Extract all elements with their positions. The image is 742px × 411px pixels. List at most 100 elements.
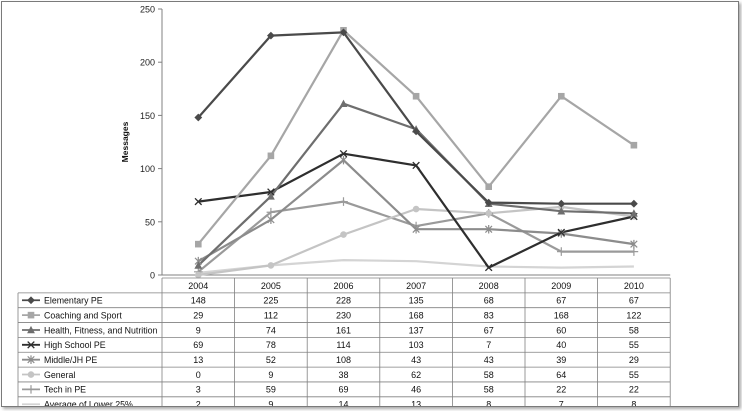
- data-value-label: 29: [193, 310, 203, 320]
- data-value-label: 55: [629, 340, 639, 350]
- legend-entry-label: Tech in PE: [44, 385, 86, 395]
- data-point-marker: [267, 262, 275, 269]
- data-point-marker: [412, 205, 420, 213]
- data-value-label: 13: [193, 355, 203, 365]
- data-point-marker: [267, 152, 275, 160]
- series-line: [197, 31, 634, 205]
- data-value-label: 112: [264, 310, 278, 320]
- data-value-label: 108: [336, 355, 351, 365]
- data-value-label: 69: [193, 340, 203, 350]
- data-point-marker: [484, 198, 493, 207]
- x-category-label: 2009: [551, 281, 571, 291]
- data-point-marker: [27, 371, 35, 378]
- data-point-marker: [340, 231, 347, 238]
- data-point-marker: [630, 209, 638, 217]
- data-point-marker: [557, 229, 566, 238]
- data-value-label: 67: [556, 296, 566, 306]
- legend-entry-label: Average of Lower 25%: [44, 400, 133, 406]
- data-value-label: 225: [263, 296, 278, 306]
- data-value-label: 228: [336, 296, 351, 306]
- data-value-label: 83: [484, 310, 494, 320]
- data-value-label: 7: [559, 400, 564, 406]
- x-category-label: 2005: [261, 281, 281, 291]
- data-point-marker: [194, 113, 203, 122]
- data-point-marker: [27, 296, 35, 305]
- data-point-marker: [27, 325, 35, 334]
- data-value-label: 60: [556, 325, 566, 335]
- data-value-label: 29: [629, 355, 639, 365]
- line-chart: 0 50 100 150 200 250 Messages 2004 2005 2006 2007 2…: [17, 5, 671, 411]
- y-tick-label: 50: [145, 217, 155, 227]
- data-point-marker: [485, 183, 492, 190]
- data-value-label: 64: [556, 370, 566, 380]
- data-point-marker: [267, 215, 275, 224]
- data-value-label: 69: [338, 385, 348, 395]
- data-point-marker: [267, 192, 275, 200]
- data-point-marker: [412, 161, 420, 170]
- legend-entry-label: Coaching and Sport: [44, 310, 122, 320]
- data-value-label: 68: [484, 296, 494, 306]
- data-value-label: 9: [268, 370, 273, 380]
- legend-entry-label: Health, Fitness, and Nutrition: [44, 325, 158, 335]
- legend-entry-label: High School PE: [44, 340, 106, 350]
- y-tick-label: 200: [140, 58, 155, 68]
- data-point-marker: [339, 155, 348, 165]
- x-category-label: 2006: [333, 281, 353, 291]
- data-point-marker: [267, 31, 275, 40]
- data-value-label: 67: [629, 296, 639, 306]
- data-value-label: 62: [411, 370, 421, 380]
- data-value-label: 38: [338, 370, 348, 380]
- data-value-label: 43: [411, 355, 421, 365]
- legend-entry-label: Elementary PE: [44, 296, 103, 306]
- data-value-label: 3: [196, 385, 201, 395]
- data-value-label: 148: [191, 296, 206, 306]
- data-point-marker: [267, 188, 275, 196]
- legend-entry-label: Middle/JH PE: [44, 355, 97, 365]
- data-point-marker: [558, 92, 565, 100]
- data-value-label: 78: [266, 340, 276, 350]
- data-point-marker: [27, 355, 35, 364]
- data-value-label: 43: [484, 355, 494, 365]
- x-category-label: 2004: [188, 281, 208, 291]
- data-point-marker: [557, 247, 566, 256]
- data-point-marker: [195, 240, 202, 248]
- data-value-label: 122: [626, 310, 641, 320]
- data-point-marker: [557, 228, 566, 237]
- data-point-marker: [630, 199, 638, 208]
- data-value-label: 46: [411, 385, 421, 395]
- data-value-label: 135: [409, 296, 424, 306]
- data-point-marker: [266, 207, 276, 217]
- y-tick-label: 150: [140, 111, 155, 121]
- data-point-marker: [195, 271, 202, 279]
- y-axis-title: Messages: [120, 121, 130, 162]
- data-value-label: 168: [554, 310, 569, 320]
- data-point-marker: [339, 28, 348, 37]
- data-point-marker: [194, 261, 203, 269]
- data-point-marker: [339, 149, 348, 158]
- data-point-marker: [339, 99, 348, 107]
- data-point-marker: [339, 197, 348, 206]
- data-value-label: 9: [196, 325, 201, 335]
- data-point-marker: [412, 92, 420, 100]
- data-value-label: 74: [266, 325, 276, 335]
- data-point-marker: [412, 224, 420, 234]
- x-category-label: 2010: [624, 281, 644, 291]
- data-value-label: 52: [266, 355, 276, 365]
- data-point-marker: [484, 224, 493, 234]
- data-value-label: 39: [556, 355, 566, 365]
- legend-entry-label: General: [44, 370, 75, 380]
- data-value-label: 168: [409, 310, 424, 320]
- data-point-marker: [629, 247, 639, 256]
- x-category-label: 2007: [406, 281, 426, 291]
- data-value-label: 161: [336, 325, 351, 335]
- data-value-label: 8: [631, 400, 636, 406]
- data-point-marker: [484, 263, 493, 272]
- data-value-label: 13: [411, 400, 421, 406]
- y-tick-label: 250: [140, 5, 155, 15]
- data-point-marker: [630, 239, 638, 249]
- data-point-marker: [27, 311, 35, 319]
- data-value-label: 114: [336, 340, 350, 350]
- data-value-label: 55: [629, 370, 639, 380]
- data-point-marker: [557, 199, 566, 208]
